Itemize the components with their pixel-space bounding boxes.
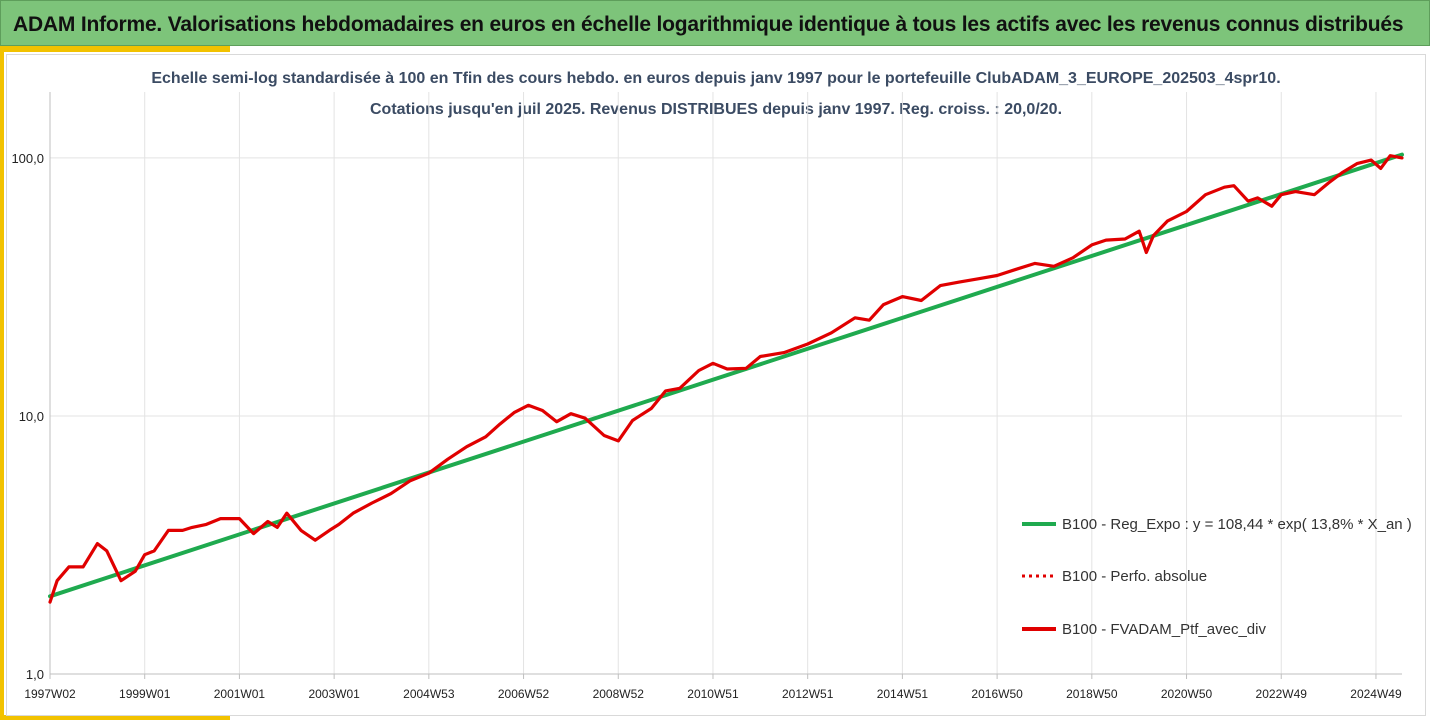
x-tick-label: 2022W49 — [1256, 687, 1308, 701]
x-tick-label: 2016W50 — [971, 687, 1023, 701]
x-tick-label: 1997W02 — [24, 687, 76, 701]
accent-bar-bottom — [0, 715, 230, 720]
x-tick-label: 2006W52 — [498, 687, 550, 701]
y-tick-label: 1,0 — [26, 667, 44, 682]
legend-entry: B100 - Perfo. absolue — [1062, 568, 1207, 585]
x-tick-label: 2018W50 — [1066, 687, 1118, 701]
page-title: ADAM Informe. Valorisations hebdomadaire… — [13, 13, 1404, 36]
chart-title: Echelle semi-log standardisée à 100 en T… — [151, 70, 1281, 87]
x-tick-label: 2020W50 — [1161, 687, 1213, 701]
regression-line — [48, 152, 1404, 599]
legend-entry: B100 - Reg_Expo : y = 108,44 * exp( 13,8… — [1062, 516, 1412, 533]
x-tick-label: 2004W53 — [403, 687, 455, 701]
x-tick-label: 2008W52 — [593, 687, 645, 701]
x-tick-label: 1999W01 — [119, 687, 171, 701]
accent-bar-left — [0, 46, 4, 720]
x-tick-label: 2024W49 — [1350, 687, 1402, 701]
legend-entry: B100 - FVADAM_Ptf_avec_div — [1062, 621, 1266, 638]
x-tick-label: 2003W01 — [308, 687, 360, 701]
portfolio-line — [48, 154, 1404, 604]
accent-bar-top — [0, 46, 230, 52]
header-bar: ADAM Informe. Valorisations hebdomadaire… — [0, 0, 1430, 46]
x-tick-label: 2012W51 — [782, 687, 834, 701]
x-tick-label: 2014W51 — [877, 687, 929, 701]
x-tick-label: 2001W01 — [214, 687, 266, 701]
chart-frame — [6, 54, 1426, 716]
x-tick-label: 2010W51 — [687, 687, 739, 701]
y-tick-label: 10,0 — [19, 409, 44, 424]
chart-subtitle: Cotations jusqu'en juil 2025. Revenus DI… — [369, 101, 1063, 118]
y-tick-label: 100,0 — [11, 151, 44, 166]
